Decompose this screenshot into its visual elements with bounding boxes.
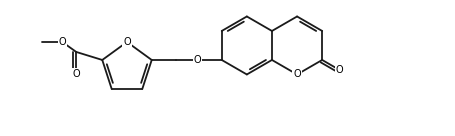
Text: O: O	[123, 37, 131, 47]
Text: O: O	[336, 65, 344, 75]
Text: O: O	[194, 55, 202, 65]
Text: O: O	[72, 69, 80, 79]
Text: O: O	[58, 37, 66, 47]
Text: O: O	[293, 69, 301, 79]
